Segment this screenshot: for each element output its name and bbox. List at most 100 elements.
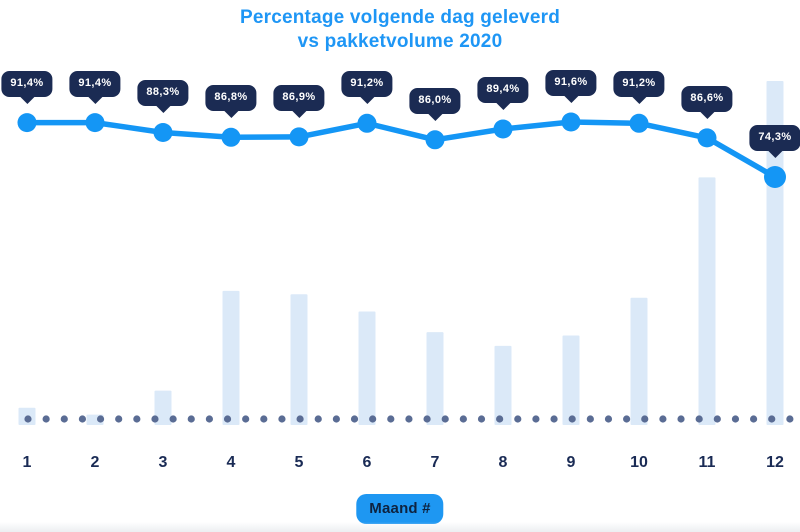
volume-bar (154, 390, 172, 425)
data-point-marker (629, 113, 649, 133)
x-axis-tick-label: 10 (630, 454, 648, 471)
volume-bar (562, 335, 580, 425)
baseline-dot (623, 415, 631, 423)
baseline-dot (260, 415, 268, 423)
data-point-marker (764, 166, 786, 188)
data-point-marker (357, 113, 377, 133)
data-point-marker (425, 130, 445, 150)
baseline-dot (332, 415, 340, 423)
value-tooltip: 74,3% (749, 125, 800, 151)
value-tooltip-text: 91,4% (10, 76, 44, 89)
chart-title-line1: Percentage volgende dag geleverd (239, 7, 560, 28)
volume-bar (358, 311, 376, 425)
value-tooltip: 91,6% (545, 70, 597, 96)
x-axis-tick-label: 5 (294, 454, 304, 471)
value-tooltip-text: 91,2% (350, 77, 384, 90)
baseline-dot (115, 415, 123, 423)
x-axis-tick-label: 8 (498, 454, 508, 471)
volume-bar (426, 332, 444, 425)
baseline-dot (677, 415, 685, 423)
baseline-dot (205, 415, 213, 423)
baseline-dot (550, 415, 558, 423)
baseline-dot (459, 415, 467, 423)
baseline-dot (695, 415, 703, 423)
baseline-dot (514, 415, 522, 423)
baseline-dot (169, 415, 177, 423)
x-axis-tick-label: 2 (90, 454, 100, 471)
baseline-dot (496, 415, 504, 423)
value-tooltip: 88,3% (137, 80, 189, 107)
baseline-dot (423, 415, 431, 423)
baseline-dot (278, 415, 286, 423)
value-tooltip-text: 89,4% (486, 82, 520, 95)
value-tooltip: 86,0% (409, 87, 461, 114)
baseline-dot (750, 415, 758, 423)
baseline-dot (60, 415, 68, 423)
data-point-marker (493, 119, 513, 139)
baseline-dot (242, 415, 250, 423)
value-tooltip: 91,2% (613, 71, 665, 98)
data-point-marker (561, 112, 581, 132)
baseline-dot (641, 415, 649, 423)
baseline-dot (187, 415, 195, 423)
baseline-dot (532, 415, 540, 423)
baseline-dot (604, 415, 613, 423)
baseline-dot (768, 415, 776, 423)
volume-bar (290, 294, 308, 425)
baseline-dot (586, 415, 594, 423)
chart-title: Percentage volgende dag geleverd vs pakk… (0, 6, 800, 54)
value-tooltip: 86,6% (681, 85, 733, 112)
baseline-dot (786, 415, 794, 423)
value-tooltip: 91,4% (69, 70, 121, 97)
baseline-dot (659, 415, 667, 423)
baseline-dot (387, 415, 395, 423)
baseline-dot (96, 415, 105, 423)
volume-bar (222, 290, 240, 425)
value-tooltip-text: 74,3% (758, 131, 792, 143)
value-tooltip: 86,8% (205, 85, 257, 112)
data-point-marker (153, 123, 173, 142)
chart-title-line2: vs pakketvolume 2020 (297, 31, 503, 52)
baseline-dot (42, 415, 50, 423)
baseline-dot (151, 415, 159, 423)
x-axis-tick-label: 1 (22, 454, 32, 471)
baseline-dot (477, 415, 486, 423)
baseline-dot (296, 415, 304, 423)
baseline-dot (731, 415, 740, 423)
value-tooltip-text: 86,8% (214, 91, 248, 104)
data-point-marker (289, 127, 309, 147)
x-axis-title-badge: Maand # (356, 494, 444, 524)
baseline-dot (441, 415, 449, 423)
data-point-marker (85, 113, 105, 133)
volume-bar (494, 345, 512, 425)
baseline-dot (223, 415, 232, 423)
baseline-dot (314, 415, 322, 423)
x-axis-tick-label: 11 (698, 454, 716, 471)
data-point-marker (221, 127, 241, 147)
baseline-dot (78, 415, 87, 423)
x-axis-tick-label: 7 (430, 454, 440, 471)
baseline-dot (713, 415, 721, 423)
baseline-dot (369, 415, 377, 423)
value-tooltip: 89,4% (477, 76, 529, 103)
x-axis-tick-label: 6 (362, 454, 372, 471)
x-axis-tick-label: 12 (766, 454, 784, 471)
value-tooltip-text: 86,6% (690, 91, 724, 104)
value-tooltip-text: 86,0% (418, 93, 452, 106)
value-tooltip: 91,4% (1, 70, 53, 97)
volume-bar (630, 297, 648, 425)
data-point-marker (697, 128, 717, 148)
baseline-dot (405, 415, 413, 423)
data-point-marker (17, 113, 37, 133)
volume-bar (698, 177, 716, 425)
baseline-dot (133, 415, 141, 423)
trend-line (24, 119, 778, 180)
baseline-dot (350, 415, 359, 423)
baseline-dot (24, 415, 32, 423)
value-tooltip: 91,2% (341, 71, 393, 98)
x-axis-tick-label: 9 (566, 454, 576, 471)
x-axis-tick-label: 3 (158, 454, 168, 471)
value-tooltip-text: 86,9% (282, 90, 316, 103)
